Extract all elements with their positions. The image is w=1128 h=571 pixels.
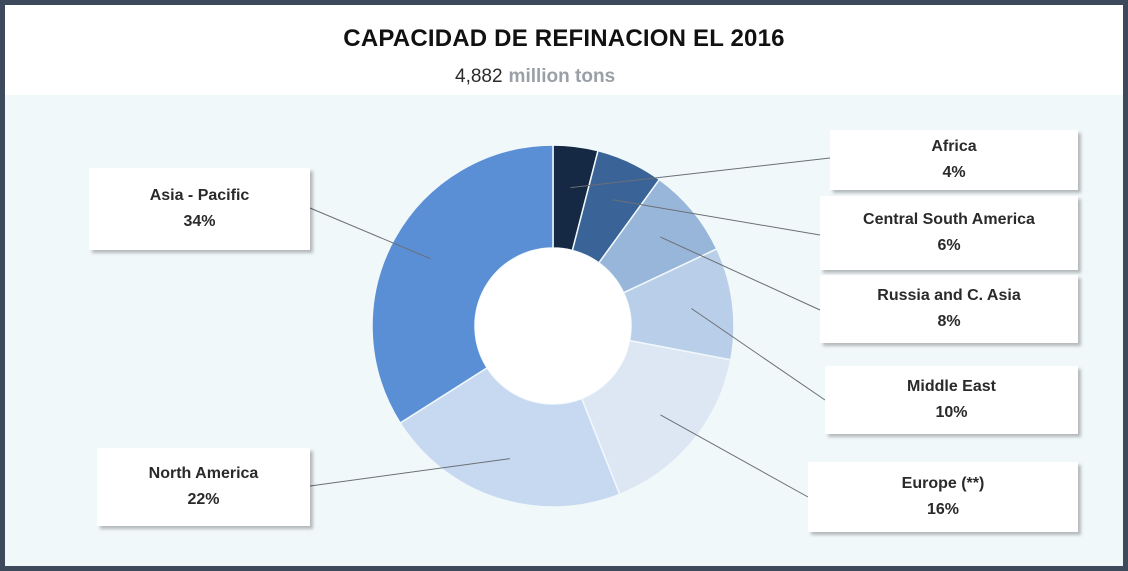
total-value: 4,882 <box>455 66 503 87</box>
donut-hole <box>475 248 631 404</box>
slice-percent-label: 34% <box>183 213 216 230</box>
leader-line-middle-east <box>691 308 826 401</box>
slice-name-label: Middle East <box>907 378 996 395</box>
chart-title: CAPACIDAD DE REFINACION EL 2016 <box>343 25 785 52</box>
slice-percent-label: 4% <box>942 164 966 181</box>
label-box-north-america: North America 22% <box>97 448 310 526</box>
slice-name-label: Africa <box>931 138 977 155</box>
slice-name-label: North America <box>148 465 259 482</box>
label-box-middle-east: Middle East 10% <box>825 366 1078 434</box>
leader-line-europe <box>660 414 809 498</box>
slice-percent-label: 16% <box>926 501 960 518</box>
slice-name-label: Central South America <box>863 211 1035 228</box>
slice-name-label: Europe (**) <box>901 475 985 492</box>
label-box-central-south-america: Central South America 6% <box>820 196 1078 270</box>
slice-percent-label: 22% <box>187 491 220 508</box>
leader-line-north-america <box>309 458 510 487</box>
slice-name-label: Asia - Pacific <box>149 187 250 204</box>
leader-line-central-south-america <box>612 199 821 236</box>
total-unit: million tons <box>508 66 616 87</box>
leader-line-africa <box>570 157 831 189</box>
chart-subtitle: 4,882 million tons <box>455 66 615 88</box>
label-box-russia-and-c-asia: Russia and C. Asia 8% <box>820 275 1078 343</box>
leader-line-asia-pacific <box>309 207 431 260</box>
slice-name-label: Russia and C. Asia <box>877 287 1021 304</box>
slice-percent-label: 10% <box>935 404 968 421</box>
slice-percent-label: 6% <box>937 237 961 254</box>
slice-percent-label: 8% <box>937 313 961 330</box>
label-box-africa: Africa 4% <box>830 130 1078 190</box>
leader-line-russia-and-c-asia <box>660 236 821 311</box>
label-box-asia-pacific: Asia - Pacific 34% <box>89 168 310 250</box>
label-box-europe: Europe (**) 16% <box>808 462 1078 532</box>
